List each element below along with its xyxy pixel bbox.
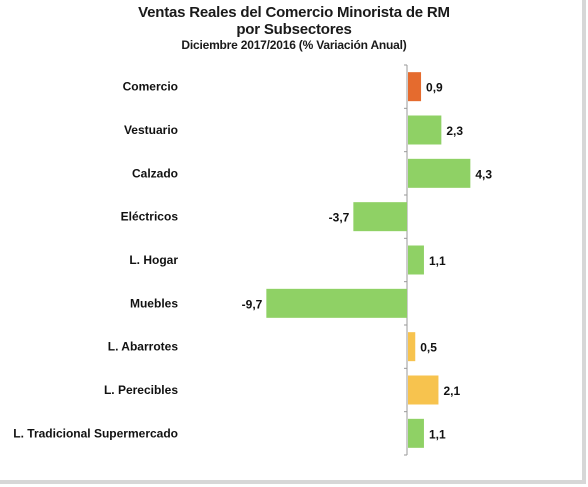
bar-vestuario bbox=[408, 115, 442, 145]
category-label: L. Abarrotes bbox=[108, 340, 179, 354]
chart-title-line2: por Subsectores bbox=[236, 21, 352, 38]
chart-subtitle: Diciembre 2017/2016 (% Variación Anual) bbox=[181, 38, 407, 52]
category-label: Muebles bbox=[130, 296, 178, 310]
category-label: Eléctricos bbox=[121, 210, 179, 224]
bar-muebles bbox=[266, 288, 407, 318]
bar-el-ctricos bbox=[353, 202, 407, 232]
bar-l-perecibles bbox=[408, 375, 439, 405]
data-label: 4,3 bbox=[475, 167, 492, 181]
data-label: 1,1 bbox=[429, 427, 446, 441]
data-label: 2,3 bbox=[446, 124, 463, 138]
data-label: 2,1 bbox=[443, 384, 460, 398]
bar-l-tradicional-supermercado bbox=[408, 418, 424, 448]
bar-l-abarrotes bbox=[408, 332, 416, 362]
category-label: L. Perecibles bbox=[104, 383, 178, 397]
bar-comercio bbox=[408, 72, 422, 102]
category-label: Calzado bbox=[132, 166, 178, 180]
data-label: 1,1 bbox=[429, 254, 446, 268]
data-label: -9,7 bbox=[242, 297, 263, 311]
data-label: -3,7 bbox=[329, 211, 350, 225]
category-label: L. Hogar bbox=[129, 253, 178, 267]
data-label: 0,5 bbox=[420, 341, 437, 355]
chart-title: Ventas Reales del Comercio Minorista de … bbox=[138, 4, 450, 21]
chart-title-block: Ventas Reales del Comercio Minorista de … bbox=[0, 4, 588, 53]
category-label: Vestuario bbox=[124, 123, 178, 137]
bar-l-hogar bbox=[408, 245, 424, 275]
bar-calzado bbox=[408, 158, 471, 188]
category-label: Comercio bbox=[123, 80, 178, 94]
data-label: 0,9 bbox=[426, 81, 443, 95]
category-label: L. Tradicional Supermercado bbox=[13, 426, 178, 440]
